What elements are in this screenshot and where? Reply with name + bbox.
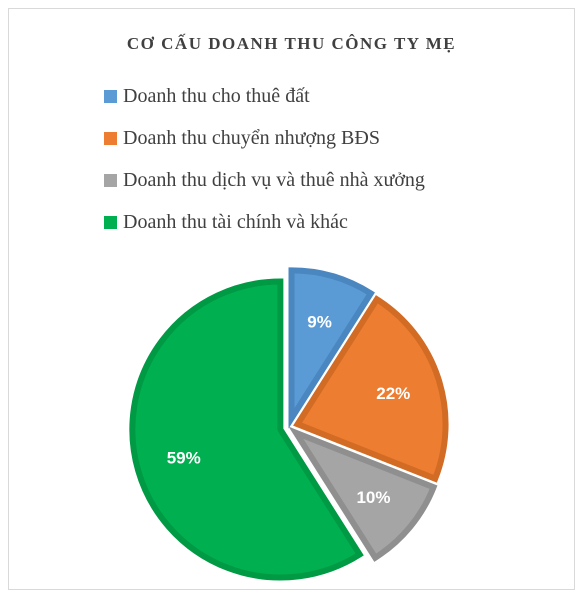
- legend-swatch: [104, 132, 117, 145]
- slice-data-label: 22%: [376, 384, 410, 403]
- legend-item-land-lease: Doanh thu cho thuê đất: [104, 84, 425, 109]
- legend-label: Doanh thu tài chính và khác: [123, 211, 348, 233]
- legend-label: Doanh thu chuyển nhượng BĐS: [123, 127, 380, 149]
- slice-data-label: 59%: [167, 449, 201, 468]
- slice-financial-other: [129, 278, 364, 581]
- legend-item-real-estate-transfer: Doanh thu chuyển nhượng BĐS: [104, 126, 425, 151]
- slice-land-lease: [288, 267, 375, 429]
- slice-data-label: 9%: [307, 313, 332, 332]
- slice-real-estate-transfer: [293, 295, 449, 483]
- slice-services-factory-lease: [288, 426, 438, 562]
- chart-title: CƠ CẤU DOANH THU CÔNG TY MẸ: [126, 34, 457, 53]
- legend-item-financial-other: Doanh thu tài chính và khác: [104, 210, 425, 235]
- legend-swatch: [104, 216, 117, 229]
- legend-swatch: [104, 174, 117, 187]
- legend-swatch: [104, 90, 117, 103]
- legend-label: Doanh thu dịch vụ và thuê nhà xưởng: [123, 169, 425, 191]
- legend-label: Doanh thu cho thuê đất: [123, 85, 310, 107]
- legend-item-services-factory-lease: Doanh thu dịch vụ và thuê nhà xưởng: [104, 168, 425, 193]
- slice-data-label: 10%: [356, 488, 390, 507]
- legend: Doanh thu cho thuê đất Doanh thu chuyển …: [104, 84, 425, 252]
